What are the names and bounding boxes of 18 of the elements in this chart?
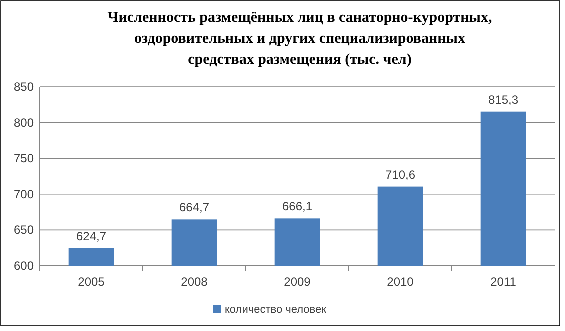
y-tick-label: 850 [14, 80, 34, 94]
y-tick-label: 650 [14, 223, 34, 238]
legend-label: количество человек [225, 304, 327, 316]
y-tick-label: 600 [14, 259, 34, 273]
data-label: 815,3 [488, 92, 519, 107]
data-label: 664,7 [179, 200, 210, 215]
y-tick-label: 750 [14, 152, 34, 166]
x-tick-label: 2010 [387, 275, 414, 289]
x-tick-label: 2008 [181, 275, 208, 289]
chart-title: Численность размещённых лиц в санаторно-курортных, оздоровительных и других специализированных средствах размещения (тыс. чел) [108, 10, 492, 68]
data-label: 710,6 [385, 168, 416, 182]
x-tick-label: 2005 [78, 275, 106, 289]
x-tick-label: 2009 [284, 275, 312, 289]
y-tick-label: 800 [14, 116, 34, 130]
data-label: 624,7 [76, 229, 107, 244]
y-tick-label: 700 [14, 187, 34, 202]
x-tick-label: 2011 [490, 275, 517, 289]
data-label: 666,1 [282, 200, 313, 214]
